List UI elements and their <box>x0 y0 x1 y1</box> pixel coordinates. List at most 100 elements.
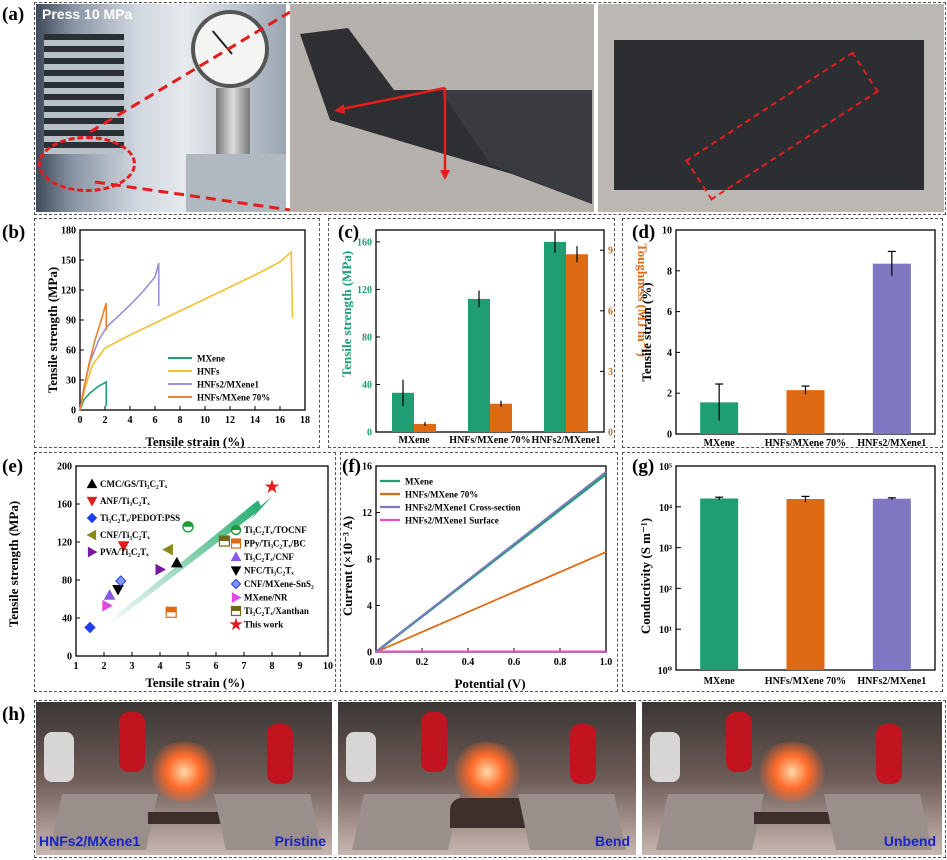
chart-c-bar-toughness <box>566 254 588 432</box>
chart-b-series-line <box>79 250 294 411</box>
chart-e-legend-marker <box>86 512 98 524</box>
chart-f-xtick-label: 0.6 <box>508 657 521 668</box>
press-label: Press 10 MPa <box>42 6 133 22</box>
led-circuit-photo: Bend <box>338 702 636 855</box>
chart-f-legend-label: HNFs/MXene 70% <box>405 490 478 500</box>
chart-e-point-fill <box>219 536 230 542</box>
chart-d-category-label: MXene <box>704 438 736 449</box>
chart-e-trend-arrow <box>106 496 272 628</box>
chart-c-ytick-right-label: 6 <box>608 306 613 317</box>
chart-c-ytick-label: 0 <box>367 428 372 439</box>
panel-h-frame <box>34 700 946 858</box>
chart-b-xtick-label: 10 <box>200 415 210 426</box>
chart-d-category-label: HNFs2/MXene1 <box>857 438 926 449</box>
chart-d-ytick-label: 2 <box>667 389 672 400</box>
chart-d-bar <box>872 263 911 434</box>
white-clip <box>44 732 74 782</box>
chart-b-ylabel: Tensile strength (MPa) <box>45 267 60 393</box>
chart-f-ytick-label: 16 <box>362 462 372 473</box>
chart-e-point-fill <box>183 521 194 527</box>
chart-b-series-line <box>79 302 108 411</box>
chart-e-point <box>103 589 116 600</box>
chart-e-legend-marker <box>230 578 242 590</box>
chart-b-xlabel: Tensile strain (%) <box>145 434 244 449</box>
chart-b-ytick-label: 0 <box>71 406 76 417</box>
white-clip <box>650 732 680 782</box>
chart-e-point <box>170 556 183 568</box>
chart-f-xtick-label: 0.2 <box>416 657 429 668</box>
chart-f-xtick-label: 0.0 <box>370 657 383 668</box>
chart-e-xtick-label: 5 <box>186 661 191 672</box>
chart-g-ytick-label: 10¹ <box>659 625 672 636</box>
red-clip-left <box>421 712 448 772</box>
chart-d-ytick-label: 8 <box>667 266 672 277</box>
panel-e-frame <box>34 452 336 692</box>
chart-c-ytick-label: 160 <box>357 237 372 248</box>
chart-d-ylabel: Tensile strain (%) <box>639 282 654 381</box>
chart-b-ytick-label: 180 <box>61 226 76 237</box>
film-strip <box>148 812 228 824</box>
film-flat-photo <box>598 4 944 212</box>
panel-c-letter: (c) <box>338 222 360 243</box>
metal-strip-left <box>656 794 764 850</box>
chart-g-category-label: HNFs/MXene 70% <box>765 676 846 687</box>
chart-f-series-line <box>375 551 607 653</box>
chart-c-ytick-label: 120 <box>357 285 372 296</box>
chart-e-point-fill <box>166 607 177 613</box>
chart-e-legend-label: This work <box>244 620 283 630</box>
chart-b-legend-label: HNFs <box>197 367 220 377</box>
chart-d-category-label: HNFs/MXene 70% <box>765 438 846 449</box>
chart-g-bar <box>872 498 911 670</box>
chart-e-legend-marker-fill <box>231 525 241 530</box>
chart-e-legend-label: CNF/Ti₃C₂Tₓ <box>100 530 150 540</box>
chart-f-xlabel: Potential (V) <box>454 676 525 691</box>
chart-e-legend-label: ANF/Ti₃C₂Tₓ <box>100 496 150 506</box>
chart-e-xtick-label: 6 <box>214 661 219 672</box>
red-clip-right <box>876 724 902 784</box>
chart-g-ytick-label: 10² <box>659 584 672 595</box>
chart-f-legend-label: HNFs2/MXene1 Surface <box>405 516 499 526</box>
chart-e-xtick-label: 1 <box>74 661 79 672</box>
chart-e-ytick-label: 40 <box>62 614 72 625</box>
chart-f-series-line <box>375 471 607 653</box>
chart-e-point <box>115 575 127 587</box>
chart-c-bar-toughness <box>490 403 512 432</box>
chart-b-xtick-label: 0 <box>78 415 83 426</box>
panel-d-frame <box>622 218 943 448</box>
chart-d-ytick-label: 10 <box>662 226 672 237</box>
chart-e-legend-marker-fill <box>231 539 241 544</box>
chart-f-xtick-label: 1.0 <box>600 657 613 668</box>
chart-d-ytick-label: 0 <box>667 430 672 441</box>
chart-c-ylabel-right: Toughness (MJ m⁻³) <box>635 243 650 357</box>
panel-d-letter: (d) <box>632 222 656 243</box>
led-circuit-photo: Unbend <box>642 702 942 855</box>
chart-b-xtick-label: 16 <box>275 415 285 426</box>
panel-f-frame <box>340 452 618 692</box>
chart-f-ytick-label: 12 <box>362 508 372 519</box>
led-circuit-photo: HNFs2/MXene1 Pristine <box>36 702 332 855</box>
chart-c-ytick-right-label: 3 <box>608 367 613 378</box>
chart-e-legend-label: Ti₃C₂Tₓ/TOCNF <box>244 525 307 535</box>
chart-e-xtick-label: 8 <box>270 661 275 672</box>
gauge-valve <box>216 88 250 158</box>
chart-d-ytick-label: 6 <box>667 307 672 318</box>
red-clip-right <box>266 724 293 784</box>
panel-a-frame <box>34 2 946 215</box>
chart-e-legend-marker <box>87 546 98 558</box>
panel-e-letter: (e) <box>2 456 24 477</box>
chart-g-bar <box>786 499 825 670</box>
chart-b-xtick-label: 2 <box>103 415 108 426</box>
chart-c-category-label: MXene <box>398 435 430 446</box>
chart-c-bar-toughness <box>414 423 436 432</box>
chart-b-ytick-label: 120 <box>61 286 76 297</box>
chart-e-legend-marker <box>86 478 98 489</box>
chart-e-point <box>112 585 124 596</box>
state-caption: Unbend <box>883 833 936 849</box>
chart-e-legend-marker <box>86 529 97 541</box>
chart-e-point <box>162 543 173 556</box>
state-caption: Bend <box>595 833 630 849</box>
chart-e-point <box>155 563 167 576</box>
white-clip <box>346 732 376 782</box>
